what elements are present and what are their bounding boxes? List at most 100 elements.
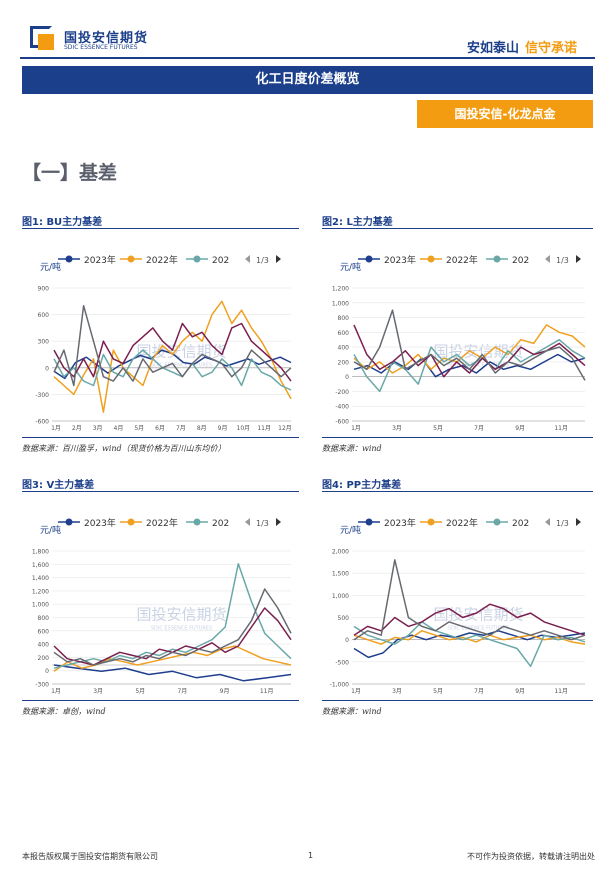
watermark-text-en: SDIC ESSENCE FUTURES xyxy=(151,626,212,632)
y-tick-label: 400 xyxy=(38,642,50,649)
footer-copyright: 本报告版权属于国投安信期货有限公司 xyxy=(22,852,158,861)
legend-marker xyxy=(427,255,435,263)
legend-page: 1/3 xyxy=(256,519,269,528)
y-tick-label: 800 xyxy=(38,615,50,622)
legend-label: 2022年 xyxy=(146,254,178,266)
x-tick-label: 5月 xyxy=(135,688,145,695)
legend-next-icon xyxy=(276,518,281,526)
legend-prev-icon xyxy=(245,518,250,526)
legend-prev-icon xyxy=(545,255,550,263)
x-tick-label: 11月 xyxy=(554,425,568,432)
legend-marker xyxy=(65,255,73,263)
fig2-title: 图2: L主力基差 xyxy=(322,217,393,228)
legend-next-icon xyxy=(276,255,281,263)
series-line xyxy=(53,349,292,391)
legend-label: 202 xyxy=(212,519,229,529)
legend-label: 2022年 xyxy=(446,517,478,529)
legend-marker xyxy=(193,518,201,526)
y-tick-label: 1,000 xyxy=(332,593,349,600)
legend-next-icon xyxy=(576,255,581,263)
x-tick-label: 9月 xyxy=(515,425,525,432)
y-tick-label: 800 xyxy=(338,315,350,322)
slogan: 安如泰山 信守承诺 xyxy=(467,37,577,56)
x-tick-label: 1月 xyxy=(351,425,361,432)
y-tick-label: -600 xyxy=(35,419,49,426)
y-tick-label: -1,000 xyxy=(330,682,350,689)
y-tick-label: -200 xyxy=(335,389,349,396)
y-tick-label: 1,200 xyxy=(332,286,349,293)
x-tick-label: 9月 xyxy=(218,425,228,432)
chart-bu-basis: 2023年 2022年 202 1/3 元/吨 国投安信期货 SDIC ESSENCE FU… xyxy=(22,240,299,435)
y-tick-label: 1,400 xyxy=(32,575,49,582)
fig3-top-rule xyxy=(22,491,299,492)
legend-marker xyxy=(127,518,135,526)
y-unit: 元/吨 xyxy=(40,261,61,273)
footer-page-number: 1 xyxy=(308,851,314,860)
x-tick-label: 7月 xyxy=(177,688,187,695)
legend-page: 1/3 xyxy=(556,256,569,265)
series-line xyxy=(53,664,292,682)
series-line xyxy=(53,304,292,387)
legend-marker xyxy=(193,255,201,263)
y-tick-label: -300 xyxy=(35,392,49,399)
x-tick-label: 1月 xyxy=(351,688,361,695)
fig2-top-rule xyxy=(322,228,593,229)
y-tick-label: 1,000 xyxy=(32,602,49,609)
y-tick-label: 1,200 xyxy=(32,588,49,595)
y-tick-label: 600 xyxy=(38,312,50,319)
column-tag: 国投安信-化龙点金 xyxy=(417,100,593,128)
legend-label: 2022年 xyxy=(446,254,478,266)
logo-text-en: SDIC ESSENCE FUTURES xyxy=(64,44,138,51)
series-line xyxy=(53,322,292,382)
watermark-text-en: SDIC ESSENCE FUTURES xyxy=(448,363,509,369)
x-tick-label: 8月 xyxy=(197,425,207,432)
x-tick-label: 1月 xyxy=(51,688,61,695)
fig1-top-rule xyxy=(22,228,299,229)
series-line xyxy=(353,630,586,645)
section-heading: 【一】基差 xyxy=(22,162,118,184)
y-tick-label: -600 xyxy=(335,419,349,426)
fig1-source: 数据来源：百川盈孚，wind（现货价格为百川山东均价） xyxy=(22,444,226,453)
fig1-bottom-rule xyxy=(22,437,299,438)
x-tick-label: 6月 xyxy=(155,425,165,432)
legend-label: 2023年 xyxy=(384,517,416,529)
x-tick-label: 11月 xyxy=(554,688,568,695)
series-line xyxy=(353,603,586,636)
x-tick-label: 7月 xyxy=(176,425,186,432)
legend-marker xyxy=(493,255,501,263)
legend-label: 2023年 xyxy=(84,517,116,529)
fig4-bottom-rule xyxy=(322,700,593,701)
fig4-title: 图4: PP主力基差 xyxy=(322,480,402,491)
y-tick-label: -500 xyxy=(335,659,349,666)
x-tick-label: 5月 xyxy=(433,425,443,432)
fig2-bottom-rule xyxy=(322,437,593,438)
x-tick-label: 3月 xyxy=(93,688,103,695)
fig2-source: 数据来源：wind xyxy=(322,444,382,453)
legend-next-icon xyxy=(576,518,581,526)
y-tick-label: 200 xyxy=(338,359,350,366)
fig3-source: 数据来源：卓创，wind xyxy=(22,707,106,716)
series-line xyxy=(353,559,586,641)
legend-label: 202 xyxy=(212,256,229,266)
slogan-part-b: 信守承诺 xyxy=(524,41,577,56)
series-line xyxy=(353,621,586,668)
legend-label: 2022年 xyxy=(146,517,178,529)
chart-pp-basis: 2023年 2022年 202 1/3 元/吨 国投安信期货 SDIC ESSENCE FU… xyxy=(322,503,593,698)
x-tick-label: 9月 xyxy=(220,688,230,695)
y-tick-label: 0 xyxy=(345,374,349,381)
watermark-text: 国投安信期货 xyxy=(433,606,523,624)
watermark-text: 国投安信期货 xyxy=(136,606,226,624)
chart-l-basis: 2023年 2022年 202 1/3 元/吨 国投安信期货 SDIC ESSENCE FU… xyxy=(322,240,593,435)
fig1-title: 图1: BU主力基差 xyxy=(22,217,103,228)
x-tick-label: 5月 xyxy=(433,688,443,695)
y-tick-label: 500 xyxy=(338,615,350,622)
series-line xyxy=(53,588,292,666)
x-tick-label: 10月 xyxy=(237,425,251,432)
legend-marker xyxy=(427,518,435,526)
y-tick-label: 600 xyxy=(338,330,350,337)
series-line xyxy=(353,324,586,374)
y-tick-label: 0 xyxy=(345,637,349,644)
y-tick-label: 1,600 xyxy=(32,562,49,569)
